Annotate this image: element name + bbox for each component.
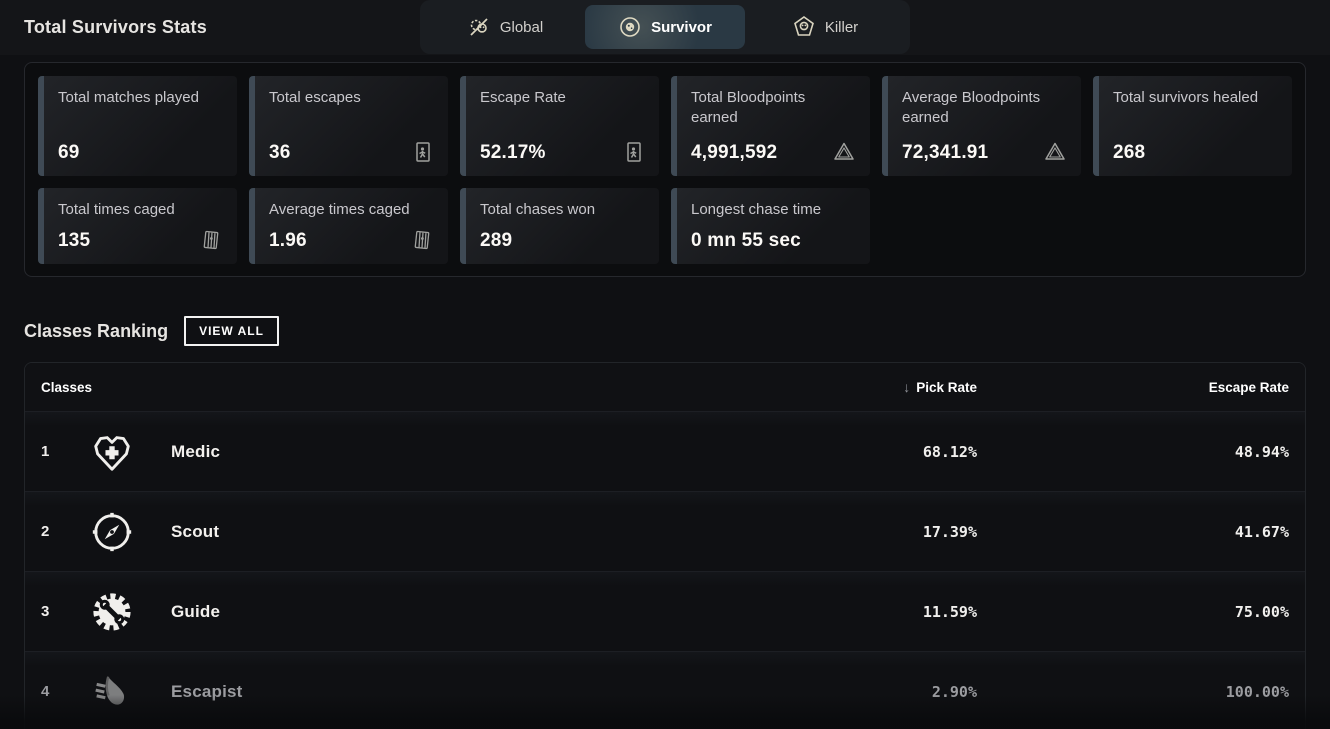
mode-tabbar: Global Survivor (420, 0, 910, 54)
stat-label: Average Bloodpoints earned (902, 89, 1041, 127)
escape-rate-value: 75.00% (1234, 602, 1289, 621)
stat-label: Escape Rate (480, 89, 566, 106)
cage-icon (410, 228, 434, 252)
page-title: Total Survivors Stats (24, 17, 207, 37)
pick-rate-column-label: Pick Rate (916, 380, 977, 395)
stat-label: Total survivors healed (1113, 89, 1259, 106)
column-header-pick-rate[interactable]: ↓ Pick Rate (777, 379, 977, 395)
rank-number: 2 (41, 523, 50, 540)
stat-value: 69 (58, 142, 80, 163)
table-row-guide[interactable]: 3 Guide 11.59% 75.00% (25, 571, 1305, 651)
stat-label: Total matches played (58, 89, 199, 106)
stat-value: 4,991,592 (691, 142, 778, 163)
stat-card-times-caged: Total times caged 135 (38, 188, 237, 264)
escape-rate-value: 48.94% (1234, 442, 1289, 461)
gear-wrench-icon (89, 589, 135, 635)
column-header-classes[interactable]: Classes (41, 380, 777, 395)
stat-value: 52.17% (480, 142, 546, 163)
column-header-escape-rate[interactable]: Escape Rate (977, 380, 1289, 395)
sort-descending-icon: ↓ (903, 379, 911, 395)
classes-ranking-title: Classes Ranking (24, 320, 169, 341)
classes-column-label: Classes (41, 379, 93, 395)
compass-icon (89, 509, 135, 555)
escape-rate-value: 100.00% (1225, 682, 1289, 701)
stat-label: Total chases won (480, 201, 596, 218)
pick-rate-value: 11.59% (922, 602, 977, 621)
top-bar: Total Survivors Stats Global (0, 0, 1330, 55)
escape-door-icon (621, 140, 645, 164)
total-survivor-stats-panel: Total matches played 69 Total escapes 36… (24, 62, 1306, 277)
stat-value: 0 mn 55 sec (691, 230, 801, 251)
class-name: Escapist (171, 681, 243, 701)
classes-ranking-header: Classes Ranking VIEW ALL (24, 316, 279, 346)
class-name: Guide (171, 601, 221, 621)
gear-skull-icon (467, 15, 491, 39)
stat-card-survivors-healed: Total survivors healed 268 (1093, 76, 1292, 176)
stat-value: 135 (58, 230, 91, 251)
classes-ranking-table: Classes ↓ Pick Rate Escape Rate 1 Medic 6… (24, 362, 1306, 729)
tab-survivor[interactable]: Survivor (585, 5, 745, 49)
stat-card-average-caged: Average times caged 1.96 (249, 188, 448, 264)
escape-door-icon (410, 140, 434, 164)
stat-card-escape-rate: Escape Rate 52.17% (460, 76, 659, 176)
pick-rate-value: 68.12% (922, 442, 977, 461)
stat-label: Total times caged (58, 201, 175, 218)
pick-rate-value: 2.90% (931, 682, 977, 701)
stat-card-chases-won: Total chases won 289 (460, 188, 659, 264)
rank-number: 3 (41, 603, 50, 620)
escape-rate-value: 41.67% (1234, 522, 1289, 541)
bloodpoints-icon (832, 140, 856, 164)
cage-icon (199, 228, 223, 252)
table-row-medic[interactable]: 1 Medic 68.12% 48.94% (25, 411, 1305, 491)
stat-card-average-bloodpoints: Average Bloodpoints earned 72,341.91 (882, 76, 1081, 176)
stat-value: 1.96 (269, 230, 307, 251)
survivor-orb-icon (618, 15, 642, 39)
running-shoe-icon (89, 669, 135, 715)
rank-number: 1 (41, 443, 50, 460)
bloodpoints-icon (1043, 140, 1067, 164)
stat-value: 72,341.91 (902, 142, 989, 163)
stat-label: Average times caged (269, 201, 410, 218)
killer-skull-icon (792, 15, 816, 39)
tab-global-label: Global (499, 18, 544, 36)
stat-card-total-escapes: Total escapes 36 (249, 76, 448, 176)
table-header-row: Classes ↓ Pick Rate Escape Rate (25, 363, 1305, 411)
stat-value: 268 (1113, 142, 1146, 163)
stat-card-total-bloodpoints: Total Bloodpoints earned 4,991,592 (671, 76, 870, 176)
stat-label: Total Bloodpoints earned (691, 89, 806, 127)
table-row-scout[interactable]: 2 Scout 17.39% 41.67% (25, 491, 1305, 571)
stat-card-longest-chase: Longest chase time 0 mn 55 sec (671, 188, 870, 264)
stat-label: Total escapes (269, 89, 361, 106)
tab-global[interactable]: Global (425, 5, 585, 49)
tab-killer[interactable]: Killer (745, 5, 905, 49)
stat-value: 289 (480, 230, 513, 251)
table-row-escapist[interactable]: 4 Escapist 2.90% 100.00% (25, 651, 1305, 729)
pick-rate-value: 17.39% (922, 522, 977, 541)
class-name: Medic (171, 441, 221, 461)
view-all-button[interactable]: VIEW ALL (184, 316, 279, 346)
tab-killer-label: Killer (824, 18, 859, 36)
medic-heart-icon (89, 429, 135, 475)
escape-rate-column-label: Escape Rate (1208, 379, 1289, 395)
stats-cards-grid: Total matches played 69 Total escapes 36… (38, 76, 1292, 264)
tab-survivor-label: Survivor (651, 18, 712, 36)
stat-value: 36 (269, 142, 291, 163)
stat-label: Longest chase time (691, 201, 822, 218)
class-name: Scout (171, 521, 220, 541)
rank-number: 4 (41, 683, 50, 700)
stat-card-total-matches: Total matches played 69 (38, 76, 237, 176)
